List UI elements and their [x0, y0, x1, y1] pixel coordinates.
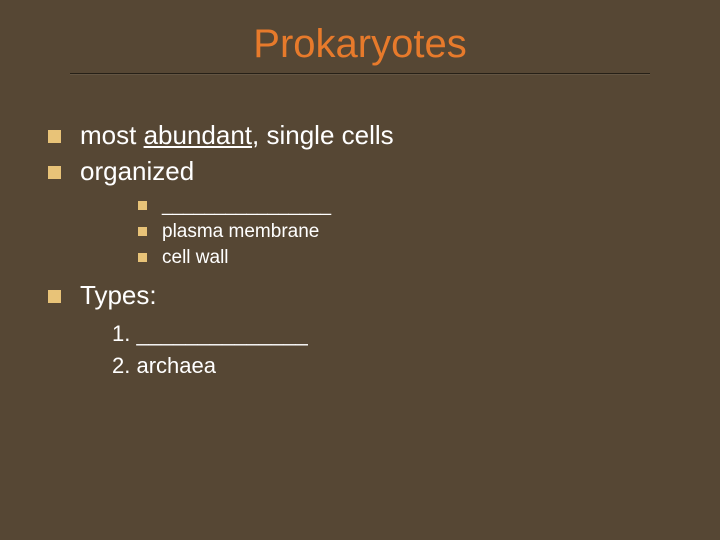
- list-item: 1. ______________: [112, 318, 674, 350]
- list-item: organized ________________ plasma membra…: [46, 156, 674, 271]
- text-fragment: Types:: [80, 280, 157, 310]
- list-item: 2. archaea: [112, 350, 674, 382]
- underlined-word: abundant: [144, 120, 252, 150]
- list-item: most abundant, single cells: [46, 120, 674, 152]
- bullet-list-level2: ________________ plasma membrane cell wa…: [138, 193, 674, 270]
- list-item: cell wall: [138, 245, 674, 271]
- list-item: plasma membrane: [138, 219, 674, 245]
- slide-content: most abundant, single cells organized __…: [0, 74, 720, 382]
- text-fragment: archaea: [136, 353, 216, 378]
- bullet-list-level1: most abundant, single cells organized __…: [46, 120, 674, 382]
- text-fragment: , single cells: [252, 120, 394, 150]
- text-fragment: ______________: [136, 321, 307, 346]
- list-item: ________________: [138, 193, 674, 219]
- slide-title: Prokaryotes: [0, 0, 720, 73]
- numbered-list: 1. ______________ 2. archaea: [112, 318, 674, 382]
- list-item: Types: 1. ______________ 2. archaea: [46, 280, 674, 382]
- text-fragment: most: [80, 120, 144, 150]
- text-fragment: organized: [80, 156, 194, 186]
